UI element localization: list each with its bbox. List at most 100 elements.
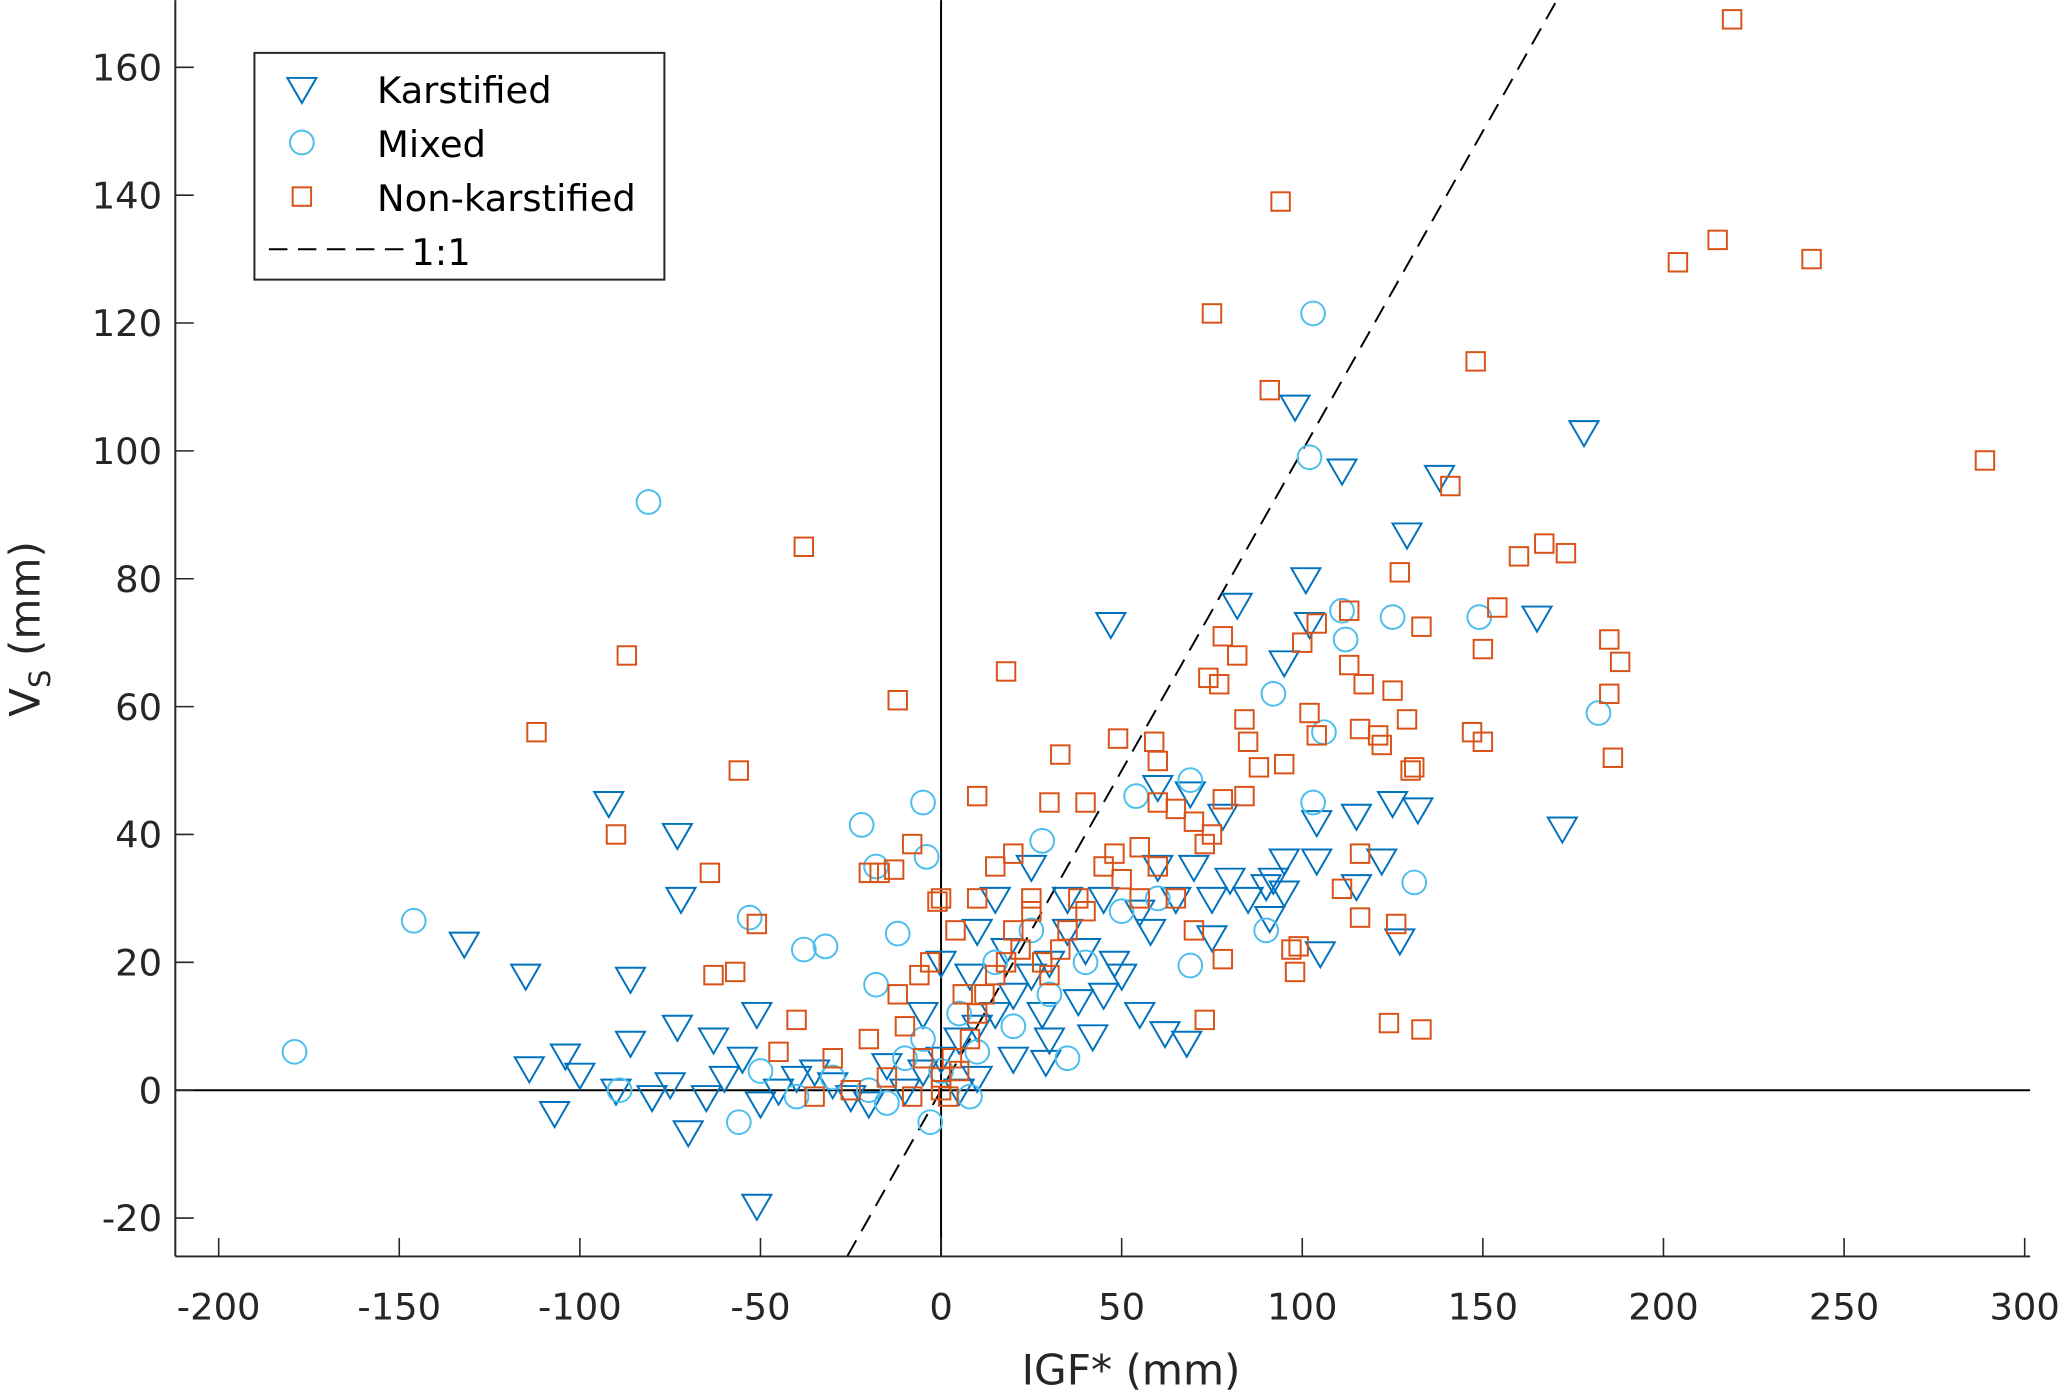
data-point xyxy=(1371,734,1392,756)
data-point xyxy=(1141,774,1175,804)
data-point xyxy=(1300,789,1326,816)
y-tick-label: 20 xyxy=(115,942,162,985)
data-point xyxy=(1306,613,1327,634)
data-point xyxy=(725,1109,752,1136)
data-point xyxy=(912,1048,934,1069)
data-point xyxy=(1054,1045,1081,1072)
x-tick-label: 250 xyxy=(1809,1286,1879,1329)
data-point xyxy=(1270,191,1291,212)
data-point xyxy=(920,952,941,973)
data-point xyxy=(726,1046,759,1075)
data-point xyxy=(985,856,1006,877)
data-point xyxy=(1376,790,1409,819)
data-point xyxy=(1050,744,1071,765)
data-point xyxy=(1585,700,1612,726)
data-point xyxy=(1339,654,1360,676)
data-point xyxy=(1021,888,1042,909)
data-point xyxy=(1292,632,1313,653)
y-tick-label: 120 xyxy=(92,302,162,345)
data-point xyxy=(281,1038,308,1065)
data-point xyxy=(1147,856,1169,877)
data-point xyxy=(1072,949,1099,976)
data-point xyxy=(1667,252,1689,273)
data-point xyxy=(1293,611,1326,640)
data-point xyxy=(1231,886,1265,915)
data-point xyxy=(960,918,994,947)
series-mixed xyxy=(281,300,1612,1136)
data-point xyxy=(1075,792,1096,813)
data-point xyxy=(1213,867,1247,896)
legend-marker-mixed xyxy=(289,129,315,156)
data-point xyxy=(1212,948,1234,970)
data-point xyxy=(924,1046,958,1075)
data-point xyxy=(1198,667,1219,689)
data-point xyxy=(690,1085,723,1114)
data-point xyxy=(1707,229,1728,251)
data-point xyxy=(1340,803,1373,832)
y-tick-label: 40 xyxy=(115,814,162,857)
data-point xyxy=(887,984,908,1005)
data-point xyxy=(661,822,694,851)
data-point xyxy=(1349,718,1371,740)
data-point xyxy=(1177,767,1204,793)
data-point xyxy=(957,1083,983,1110)
data-point xyxy=(995,661,1017,682)
data-point xyxy=(1331,878,1353,900)
data-point xyxy=(1404,757,1425,778)
data-point xyxy=(1087,886,1120,915)
data-point xyxy=(1206,803,1240,832)
data-point xyxy=(606,1077,633,1104)
data-point xyxy=(1237,731,1259,752)
data-point xyxy=(901,1086,923,1107)
data-point xyxy=(1141,854,1175,883)
data-point xyxy=(1390,522,1424,551)
data-point xyxy=(614,1030,647,1059)
legend-marker-karstified xyxy=(285,76,319,105)
data-point xyxy=(930,888,952,909)
data-point xyxy=(869,862,890,884)
x-tick-label: -200 xyxy=(177,1286,261,1329)
data-point xyxy=(974,984,995,1005)
data-point xyxy=(1253,917,1280,944)
data-point xyxy=(812,933,839,960)
y-axis-label: VS (mm) xyxy=(1,541,58,717)
data-point xyxy=(1194,1009,1215,1031)
data-point xyxy=(708,1065,741,1094)
data-point xyxy=(941,1048,963,1069)
data-point xyxy=(1170,1030,1203,1059)
data-point xyxy=(1105,963,1138,992)
data-point xyxy=(509,963,542,992)
legend-label: Mixed xyxy=(377,123,486,166)
data-point xyxy=(1129,837,1150,858)
data-point xyxy=(909,964,930,986)
data-point xyxy=(863,971,889,998)
data-point xyxy=(819,1064,846,1091)
data-point xyxy=(790,936,817,963)
data-point xyxy=(1267,848,1301,877)
data-point xyxy=(1003,843,1024,864)
data-point xyxy=(1508,546,1530,567)
data-point xyxy=(1332,626,1359,653)
data-point xyxy=(1174,781,1207,810)
data-point xyxy=(614,966,647,995)
data-point xyxy=(960,1014,994,1043)
data-point xyxy=(1212,626,1234,647)
data-point xyxy=(938,1086,959,1107)
data-point xyxy=(927,891,948,912)
data-point xyxy=(1296,444,1323,471)
data-point xyxy=(892,1045,918,1072)
data-point xyxy=(876,1067,898,1088)
data-point xyxy=(1599,683,1620,705)
data-point xyxy=(874,1090,900,1116)
data-point xyxy=(1076,1024,1109,1053)
data-point xyxy=(1087,982,1120,1011)
data-point xyxy=(1389,562,1411,583)
data-point xyxy=(959,1028,981,1050)
data-point xyxy=(1075,900,1096,922)
data-point xyxy=(1036,981,1063,1008)
data-point xyxy=(1267,880,1301,909)
data-point xyxy=(945,920,966,941)
data-point xyxy=(1385,913,1407,935)
legend-label: 1:1 xyxy=(411,231,470,274)
data-point xyxy=(966,785,988,807)
